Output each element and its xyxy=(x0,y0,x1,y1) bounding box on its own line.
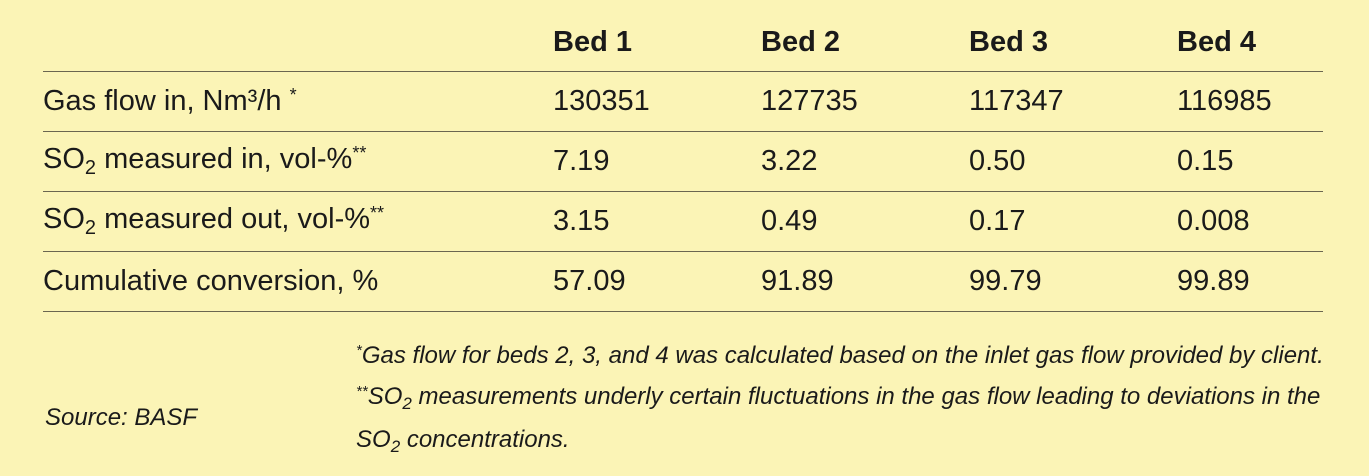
table-header-row: Bed 1 Bed 2 Bed 3 Bed 4 xyxy=(43,14,1323,72)
row-label-so2-out: SO2 measured out, vol-%** xyxy=(43,191,553,252)
table-cell: 3.22 xyxy=(761,131,969,192)
footnote-text: SO xyxy=(367,383,403,410)
bed-conversion-table: Bed 1 Bed 2 Bed 3 Bed 4 Gas flow in, Nm³… xyxy=(43,14,1323,312)
table-cell: 130351 xyxy=(553,71,761,132)
table-cell: 0.008 xyxy=(1177,191,1323,252)
header-cell-bed-2: Bed 2 xyxy=(761,14,969,72)
table-cell: 7.19 xyxy=(553,131,761,192)
subscript: 2 xyxy=(84,217,97,239)
row-label-text: measured out, vol-% xyxy=(96,203,371,235)
row-label-gas-flow: Gas flow in, Nm³/h * xyxy=(43,71,553,132)
header-cell-empty xyxy=(43,14,553,72)
row-label-text: Gas flow in, Nm³/h xyxy=(43,85,282,117)
footnote-marker: ** xyxy=(356,383,368,400)
table-cell: 91.89 xyxy=(761,251,969,312)
footnote-marker: * xyxy=(289,85,297,105)
table-row: Cumulative conversion, % 57.09 91.89 99.… xyxy=(43,251,1323,312)
table-row: SO2 measured in, vol-%** 7.19 3.22 0.50 … xyxy=(43,131,1323,192)
subscript: 2 xyxy=(390,437,401,456)
table-cell: 0.49 xyxy=(761,191,969,252)
data-table-container: Bed 1 Bed 2 Bed 3 Bed 4 Gas flow in, Nm³… xyxy=(43,14,1323,312)
row-label-cumulative-conversion: Cumulative conversion, % xyxy=(43,251,553,312)
table-row: Gas flow in, Nm³/h * 130351 127735 11734… xyxy=(43,71,1323,132)
header-cell-bed-4: Bed 4 xyxy=(1177,14,1323,72)
row-label-so2-in: SO2 measured in, vol-%** xyxy=(43,131,553,192)
table-cell: 0.15 xyxy=(1177,131,1323,192)
subscript: 2 xyxy=(402,394,412,413)
footnote-text: measurements underly certain fluctuation… xyxy=(356,383,1321,453)
subscript: 2 xyxy=(84,157,97,179)
source-credit: Source: BASF xyxy=(45,404,198,431)
table-cell: 99.89 xyxy=(1177,251,1323,312)
header-cell-bed-3: Bed 3 xyxy=(969,14,1177,72)
footnote-marker: * xyxy=(356,342,362,359)
header-cell-bed-1: Bed 1 xyxy=(553,14,761,72)
table-cell: 0.17 xyxy=(969,191,1177,252)
table-cell: 3.15 xyxy=(553,191,761,252)
footnote-text: concentrations. xyxy=(400,426,570,453)
row-label-text: measured in, vol-% xyxy=(96,143,353,175)
row-label-text: SO xyxy=(43,203,85,235)
table-cell: 117347 xyxy=(969,71,1177,132)
footnote-marker: ** xyxy=(352,143,367,163)
table-cell: 57.09 xyxy=(553,251,761,312)
table-footnote: *Gas flow for beds 2, 3, and 4 was calcu… xyxy=(356,333,1336,465)
footnote-marker: ** xyxy=(370,203,385,223)
table-row: SO2 measured out, vol-%** 3.15 0.49 0.17… xyxy=(43,191,1323,252)
table-cell: 127735 xyxy=(761,71,969,132)
table-cell: 0.50 xyxy=(969,131,1177,192)
row-label-text: SO xyxy=(43,143,85,175)
table-cell: 116985 xyxy=(1177,71,1323,132)
footnote-text: Gas flow for beds 2, 3, and 4 was calcul… xyxy=(361,342,1324,369)
table-cell: 99.79 xyxy=(969,251,1177,312)
